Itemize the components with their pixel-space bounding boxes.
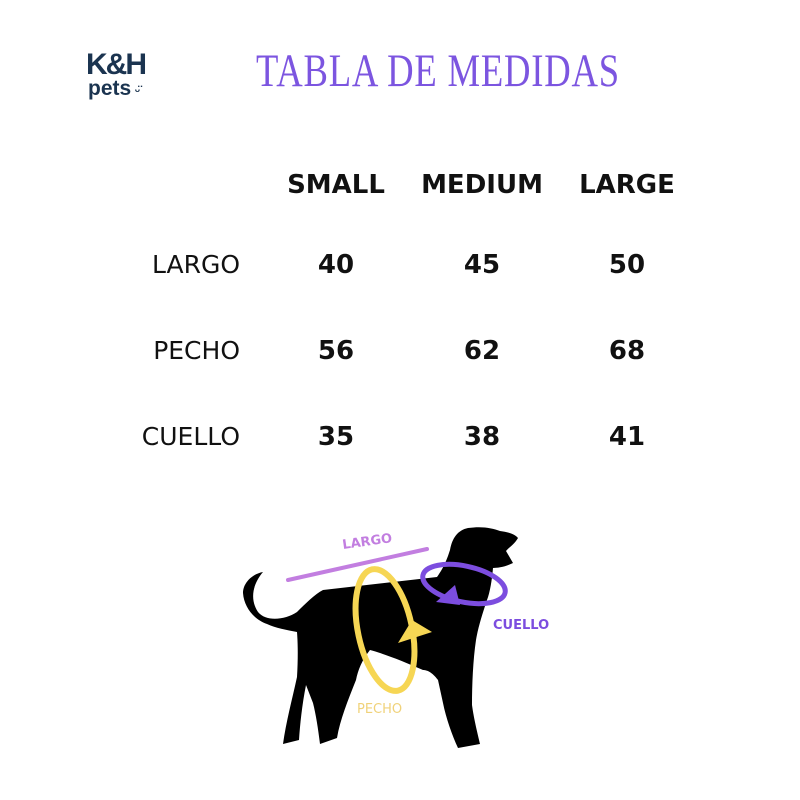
brand-logo: K&H pets ᵕ̈: [86, 48, 147, 100]
pecho-label: PECHO: [357, 702, 402, 717]
table-cell: 41: [608, 422, 646, 452]
pecho-arrow-icon: [398, 620, 432, 643]
logo-subtext: pets ᵕ̈: [88, 78, 145, 99]
table-cell: 68: [608, 336, 646, 366]
table-cell: 35: [317, 422, 355, 452]
table-cell: 45: [463, 250, 501, 280]
cuello-arrow-icon: [436, 585, 460, 605]
row-label-largo: LARGO: [151, 250, 240, 279]
cuello-measure-loop: [420, 561, 508, 607]
table-cell: 56: [317, 336, 355, 366]
dog-face-icon: ᵕ̈: [131, 83, 141, 98]
column-header-large: LARGE: [579, 170, 675, 200]
logo-pets: pets: [88, 77, 132, 100]
column-header-small: SMALL: [287, 170, 385, 200]
row-label-pecho: PECHO: [153, 336, 240, 365]
column-header-medium: MEDIUM: [421, 170, 543, 200]
largo-label: LARGO: [341, 531, 393, 553]
dog-silhouette-icon: [243, 527, 518, 748]
table-cell: 40: [317, 250, 355, 280]
table-cell: 62: [463, 336, 501, 366]
cuello-label: CUELLO: [493, 618, 549, 633]
table-cell: 38: [463, 422, 501, 452]
logo-text: K&H: [86, 48, 147, 81]
row-label-cuello: CUELLO: [141, 422, 240, 451]
table-cell: 50: [608, 250, 646, 280]
page-title: TABLA DE MEDIDAS: [256, 45, 620, 97]
largo-measure-line: [286, 547, 429, 582]
